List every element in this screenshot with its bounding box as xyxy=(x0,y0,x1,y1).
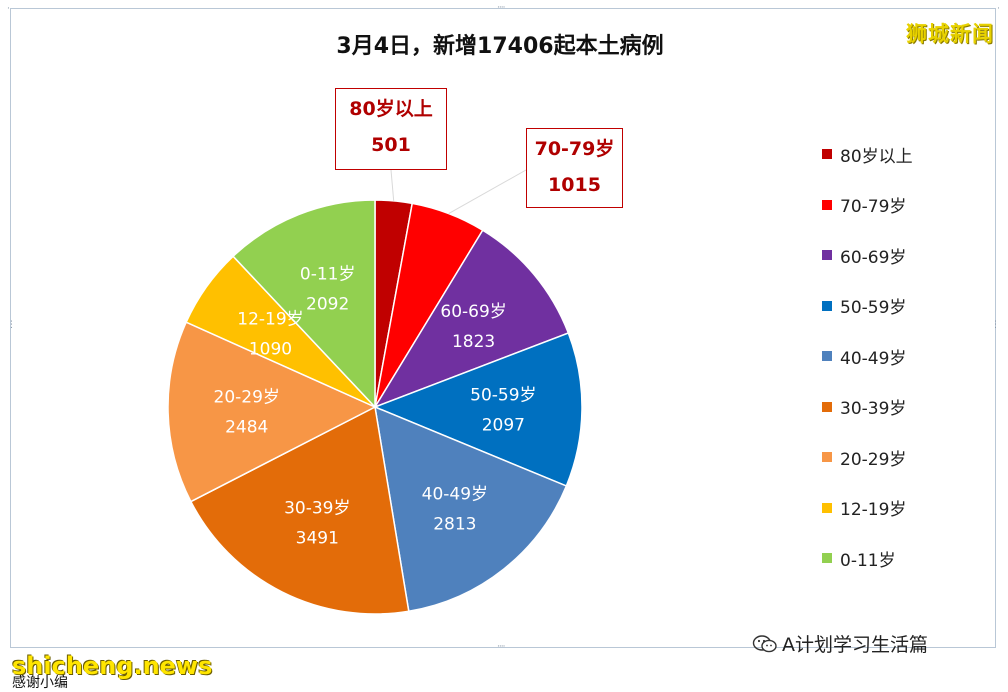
legend-label: 60-69岁 xyxy=(840,247,907,268)
legend-swatch xyxy=(822,351,832,361)
legend-swatch xyxy=(822,452,832,462)
leader-line xyxy=(448,169,527,215)
brand-watermark: 狮城新闻 xyxy=(906,22,994,46)
legend-label: 50-59岁 xyxy=(840,298,907,318)
slice-label-category: 30-39岁 xyxy=(284,499,350,519)
slice-label-value: 2484 xyxy=(225,417,268,437)
pie-slice-20-29岁 xyxy=(167,321,377,503)
callout-80plus-category: 80岁以上 xyxy=(349,98,433,120)
slice-label-category: 0-11岁 xyxy=(300,265,356,285)
legend-swatch xyxy=(822,502,832,513)
slice-label-value: 3491 xyxy=(296,529,339,549)
slice-label-value: 1823 xyxy=(452,332,495,352)
wechat-watermark: A计划学习生活篇 xyxy=(752,630,928,657)
legend-item: 80岁以上 xyxy=(822,143,913,167)
pie-slice-0-11岁 xyxy=(232,199,376,409)
pie-data-labels: 60-69岁 1823 50-59岁 2097 40-49岁 2813 30-39岁 3491… xyxy=(214,265,537,549)
slice-label-category: 50-59岁 xyxy=(470,386,536,406)
resize-handle-right[interactable]: ⋮ xyxy=(991,320,1000,330)
resize-handle-left[interactable]: ⋮ xyxy=(7,320,16,330)
legend-item: 0-11岁 xyxy=(822,547,896,571)
legend-label: 0-11岁 xyxy=(840,550,896,571)
legend-swatch xyxy=(822,553,832,563)
legend-item: 20-29岁 xyxy=(822,446,907,470)
legend-label: 40-49岁 xyxy=(840,348,907,369)
wechat-account-name: A计划学习生活篇 xyxy=(782,634,928,656)
slice-label-category: 20-29岁 xyxy=(214,387,280,407)
resize-handle-top-right[interactable]: · xyxy=(997,4,1000,14)
slice-label-value: 2092 xyxy=(306,295,349,315)
wechat-icon xyxy=(752,634,777,652)
legend-item: 60-69岁 xyxy=(822,244,907,268)
legend-item: 40-49岁 xyxy=(822,345,907,369)
legend-swatch xyxy=(822,300,832,311)
site-watermark: shicheng.news xyxy=(12,652,213,680)
legend-label: 20-29岁 xyxy=(840,449,907,470)
legend-label: 12-19岁 xyxy=(840,500,907,520)
slice-label-category: 40-49岁 xyxy=(422,484,488,504)
legend-swatch xyxy=(822,199,832,210)
legend-label: 80岁以上 xyxy=(840,146,913,167)
slice-label-category: 12-19岁 xyxy=(237,310,303,330)
legend-item: 70-79岁 xyxy=(822,194,907,217)
callout-label-70-79: 70-79岁 1015 xyxy=(526,128,623,208)
callout-70-79-value: 1015 xyxy=(548,174,601,196)
callout-label-80plus: 80岁以上 501 xyxy=(335,88,447,170)
bottom-caption: 感谢小编 xyxy=(12,675,68,691)
pie-slice-40-49岁 xyxy=(374,405,568,613)
pie-slice-30-39岁 xyxy=(189,405,410,615)
legend-item: 50-59岁 xyxy=(822,295,907,318)
resize-handle-top[interactable]: ···· xyxy=(497,3,506,13)
pie-slice-50-59岁 xyxy=(372,332,583,487)
legend-label: 70-79岁 xyxy=(840,197,907,217)
legend-item: 12-19岁 xyxy=(822,497,907,520)
legend-swatch xyxy=(822,250,832,260)
leader-line xyxy=(390,169,395,201)
slice-label-value: 1090 xyxy=(249,340,292,360)
pie-leader-lines xyxy=(390,169,527,215)
legend-swatch xyxy=(822,401,832,412)
legend-item: 30-39岁 xyxy=(822,396,907,419)
pie-slice-60-69岁 xyxy=(373,229,570,409)
chart-title: 3月4日，新增17406起本土病例 xyxy=(336,34,664,59)
slice-label-value: 2097 xyxy=(482,416,525,436)
callout-70-79-category: 70-79岁 xyxy=(534,138,615,160)
callout-80plus-value: 501 xyxy=(371,134,411,156)
resize-handle-bottom[interactable]: ···· xyxy=(497,642,506,652)
pie-slices xyxy=(167,199,583,615)
slice-label-category: 60-69岁 xyxy=(440,302,506,322)
slice-label-value: 2813 xyxy=(433,514,476,534)
legend-label: 30-39岁 xyxy=(840,399,907,419)
resize-handle-top-left[interactable]: · xyxy=(7,4,10,14)
legend-swatch xyxy=(822,149,832,159)
